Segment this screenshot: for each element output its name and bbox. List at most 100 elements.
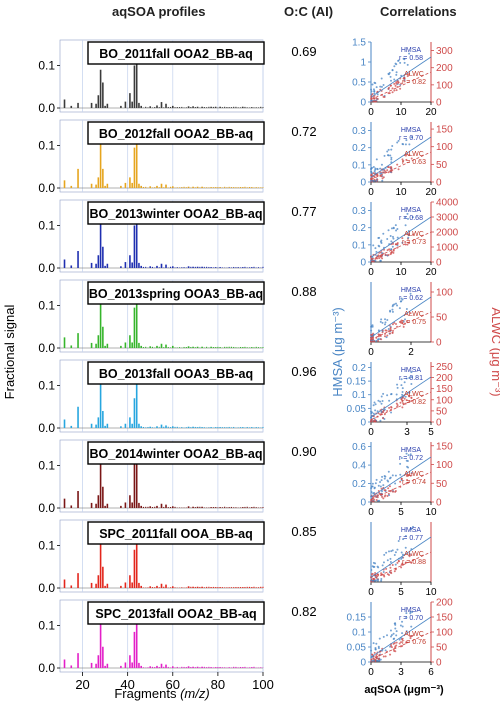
hmsa-point xyxy=(373,417,376,420)
hmsa-point xyxy=(410,625,413,628)
hmsa-point xyxy=(391,69,394,72)
alwc-point xyxy=(378,654,381,657)
alwc-point xyxy=(393,570,396,573)
hmsa-point xyxy=(380,242,383,245)
alwc-point xyxy=(401,237,404,240)
hmsa-point xyxy=(374,409,377,412)
alwc-point xyxy=(397,81,400,84)
hmsa-point xyxy=(389,75,392,78)
profile-y-tick-label: 0.1 xyxy=(38,219,55,233)
hmsa-point xyxy=(406,217,409,220)
corr-x-tick-label: 20 xyxy=(425,267,437,278)
hmsa-r-value: r = 0.77 xyxy=(399,535,423,542)
profile-x-tick-label: 80 xyxy=(211,677,225,692)
alwc-tick-label: 100 xyxy=(436,142,453,153)
hmsa-point xyxy=(410,382,413,385)
hmsa-point xyxy=(403,61,406,64)
hmsa-point xyxy=(388,399,391,402)
profile-x-axis-label: Fragments (m/z) xyxy=(114,686,209,701)
hmsa-point xyxy=(410,376,413,379)
hmsa-point xyxy=(380,402,383,405)
alwc-series-label: ALWC xyxy=(404,151,424,158)
hmsa-r-value: r = 0.68 xyxy=(399,215,423,222)
hmsa-point xyxy=(390,635,393,638)
alwc-point xyxy=(382,574,385,577)
alwc-point xyxy=(411,233,414,236)
hmsa-point xyxy=(389,309,392,312)
alwc-fit-line xyxy=(370,71,432,100)
alwc-point xyxy=(387,487,390,490)
hmsa-point xyxy=(373,401,376,404)
alwc-point xyxy=(382,655,385,658)
hmsa-point xyxy=(377,338,380,341)
hmsa-series-label: HMSA xyxy=(401,367,422,374)
alwc-point xyxy=(384,655,387,658)
hmsa-point xyxy=(374,168,377,171)
profile-y-tick-label: 0.0 xyxy=(38,261,55,275)
hmsa-point xyxy=(405,616,408,619)
corr-x-tick-label: 10 xyxy=(395,107,407,118)
profile-y-tick-label: 0.1 xyxy=(38,379,55,393)
alwc-tick-label: 0 xyxy=(436,338,442,349)
hmsa-point xyxy=(390,240,393,243)
alwc-point xyxy=(401,645,404,648)
alwc-tick-label: 150 xyxy=(436,613,453,624)
alwc-tick-label: 100 xyxy=(436,395,453,406)
alwc-point xyxy=(371,340,374,343)
alwc-point xyxy=(404,154,407,157)
hmsa-point xyxy=(395,393,398,396)
hmsa-point xyxy=(382,84,385,87)
alwc-point xyxy=(383,96,386,99)
hmsa-point xyxy=(397,539,400,542)
alwc-fit-line xyxy=(370,551,432,580)
hmsa-tick-label: 0.05 xyxy=(347,643,367,654)
corr-x-tick-label: 5 xyxy=(428,427,434,438)
hmsa-tick-label: 0.1 xyxy=(352,628,366,639)
corr-x-tick-label: 0 xyxy=(368,427,374,438)
alwc-point xyxy=(375,498,378,501)
alwc-point xyxy=(375,97,378,100)
alwc-point xyxy=(406,474,409,477)
corr-x-tick-label: 5 xyxy=(398,587,404,598)
hmsa-point xyxy=(383,323,386,326)
hmsa-point xyxy=(399,462,402,465)
hmsa-point xyxy=(389,235,392,238)
hmsa-point xyxy=(375,158,378,161)
alwc-point xyxy=(384,494,387,497)
hmsa-tick-label: 1 xyxy=(360,58,366,69)
hmsa-point xyxy=(389,476,392,479)
hmsa-r-value: r = 0.70 xyxy=(399,135,423,142)
alwc-axis-title: ALWC (μg m⁻³) xyxy=(489,307,500,396)
hmsa-point xyxy=(401,556,404,559)
hmsa-point xyxy=(371,325,374,328)
hmsa-point xyxy=(378,659,381,662)
alwc-point xyxy=(376,257,379,260)
alwc-point xyxy=(384,489,387,492)
hmsa-point xyxy=(395,630,398,633)
alwc-point xyxy=(389,566,392,569)
hmsa-point xyxy=(375,339,378,342)
hmsa-point xyxy=(385,551,388,554)
oc-value: 0.69 xyxy=(291,44,316,59)
oc-value: 0.90 xyxy=(291,444,316,459)
hmsa-point xyxy=(408,376,411,379)
hmsa-point xyxy=(381,179,384,182)
hmsa-point xyxy=(388,494,391,497)
hmsa-point xyxy=(387,480,390,483)
hmsa-point xyxy=(373,579,376,582)
hmsa-point xyxy=(411,610,414,613)
hmsa-point xyxy=(370,168,373,171)
alwc-fit-line xyxy=(370,151,432,180)
alwc-point xyxy=(377,333,380,336)
alwc-point xyxy=(386,495,389,498)
hmsa-point xyxy=(394,627,397,630)
hmsa-point xyxy=(405,139,408,142)
hmsa-tick-label: 0 xyxy=(360,98,366,109)
hmsa-point xyxy=(377,399,380,402)
corr-x-tick-label: 10 xyxy=(425,507,437,518)
hmsa-point xyxy=(387,470,390,473)
profile-x-tick-label: 60 xyxy=(166,677,180,692)
hmsa-point xyxy=(370,416,373,419)
hmsa-point xyxy=(380,85,383,88)
alwc-point xyxy=(394,323,397,326)
